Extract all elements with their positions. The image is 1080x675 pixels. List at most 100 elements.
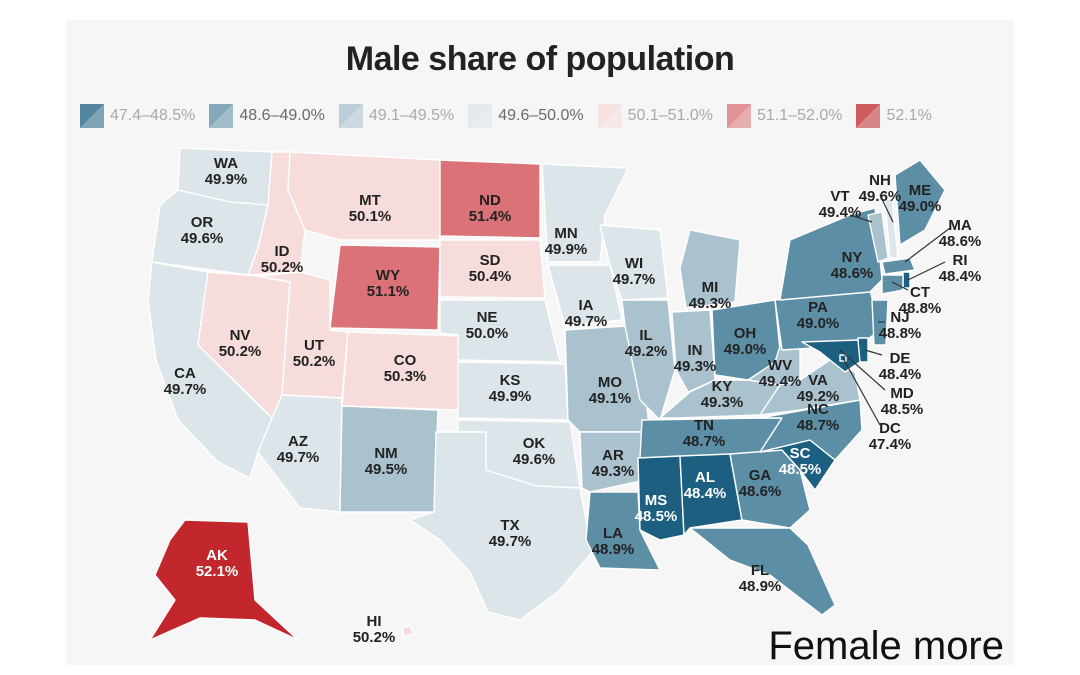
state-code-label: NC [807,401,829,418]
state-code-label: OR [191,214,214,231]
state-code-label: AZ [288,433,308,450]
state-value-label: 50.0% [466,325,509,342]
leader-line [907,261,946,281]
state-shape-az [257,394,343,513]
state-value-label: 48.7% [683,433,726,450]
state-code-label: CA [174,365,196,382]
state-value-label: 49.3% [701,394,744,411]
state-value-label: 49.3% [674,358,717,375]
legend-label: 48.6–49.0% [239,107,325,124]
state-code-label: IL [639,327,652,344]
state-value-label: 49.7% [277,449,320,466]
state-value-label: 48.8% [899,300,942,317]
state-shape-mn [541,163,629,263]
state-value-label: 47.4% [869,436,912,453]
state-value-label: 49.7% [613,271,656,288]
state-code-label: PA [808,299,828,316]
legend-swatch [597,104,622,128]
state-value-label: 49.9% [545,241,588,258]
state-value-label: 48.6% [939,233,982,250]
state-value-label: 49.4% [819,204,862,221]
state-value-label: 49.7% [489,533,532,550]
state-code-label: NE [477,309,498,326]
state-value-label: 49.0% [797,315,840,332]
state-shape-fl [689,527,836,616]
state-value-label: 49.5% [365,461,408,478]
state-value-label: 49.0% [724,341,767,358]
state-code-label: CT [910,284,930,301]
legend-item: 48.6–49.0% [209,104,325,128]
state-value-label: 48.4% [684,485,727,502]
state-code-label: NJ [890,309,909,326]
state-value-label: 48.5% [881,401,924,418]
state-value-label: 49.0% [899,198,942,215]
legend-swatch [856,104,881,128]
state-value-label: 48.4% [879,366,922,383]
state-value-label: 49.3% [689,295,732,312]
state-value-label: 49.2% [625,343,668,360]
state-code-label: IA [579,297,594,314]
state-shape-wy [329,244,441,331]
state-value-label: 48.5% [635,508,678,525]
state-shape-ne [439,299,561,363]
legend-label: 50.1–51.0% [627,107,714,124]
leader-line [891,281,909,291]
state-value-label: 49.6% [513,451,556,468]
legend-swatch [209,104,234,128]
state-code-label: MA [948,217,971,234]
legend-item: 52.1% [856,104,932,128]
state-value-label: 51.1% [367,283,410,300]
state-shape-ny [779,207,883,301]
state-code-label: TX [500,517,519,534]
state-value-label: 49.7% [164,381,207,398]
state-value-label: 48.9% [739,578,782,595]
state-value-label: 49.2% [797,388,840,405]
state-value-label: 50.1% [349,208,392,225]
legend-label: 52.1% [886,107,932,124]
legend-item: 51.1–52.0% [727,104,842,128]
state-value-label: 49.9% [205,171,248,188]
state-value-label: 49.9% [489,388,532,405]
state-code-label: MT [359,192,381,209]
legend-swatch [727,104,752,128]
state-code-label: IN [688,342,703,359]
state-shape-tx [409,431,593,621]
state-shape-ia [547,264,623,327]
state-value-label: 50.2% [293,353,336,370]
leader-line [864,349,883,356]
state-shape-md [801,339,861,373]
state-code-label: AK [206,547,228,564]
state-code-label: NH [869,172,891,189]
state-code-label: DE [890,350,911,367]
state-code-label: WI [625,255,643,272]
state-value-label: 48.8% [879,325,922,342]
state-shape-wi [599,224,669,301]
state-value-label: 50.3% [384,368,427,385]
state-code-label: NM [374,445,397,462]
legend-item: 49.6–50.0% [468,104,584,128]
state-shape-nc [759,399,863,461]
state-shape-ct [881,274,904,295]
state-code-label: AR [602,447,624,464]
state-shape-ma [881,257,916,275]
state-code-label: VA [808,372,828,389]
state-code-label: CO [394,352,417,369]
state-code-label: MI [702,279,719,296]
leader-line [839,349,886,391]
state-code-label: MS [645,492,668,509]
state-value-label: 49.6% [181,230,224,247]
state-code-label: GA [749,467,772,484]
state-value-label: 48.6% [831,265,874,282]
state-code-label: ND [479,192,501,209]
state-code-label: NV [230,327,251,344]
state-code-label: DC [879,420,901,437]
state-code-label: WY [376,267,400,284]
state-code-label: KS [500,372,521,389]
state-code-label: LA [603,525,623,542]
state-value-label: 48.6% [739,483,782,500]
chart-title: Male share of population [345,40,735,78]
state-code-label: TN [694,417,714,434]
state-shape-vt [867,211,889,263]
state-code-label: SD [480,252,501,269]
